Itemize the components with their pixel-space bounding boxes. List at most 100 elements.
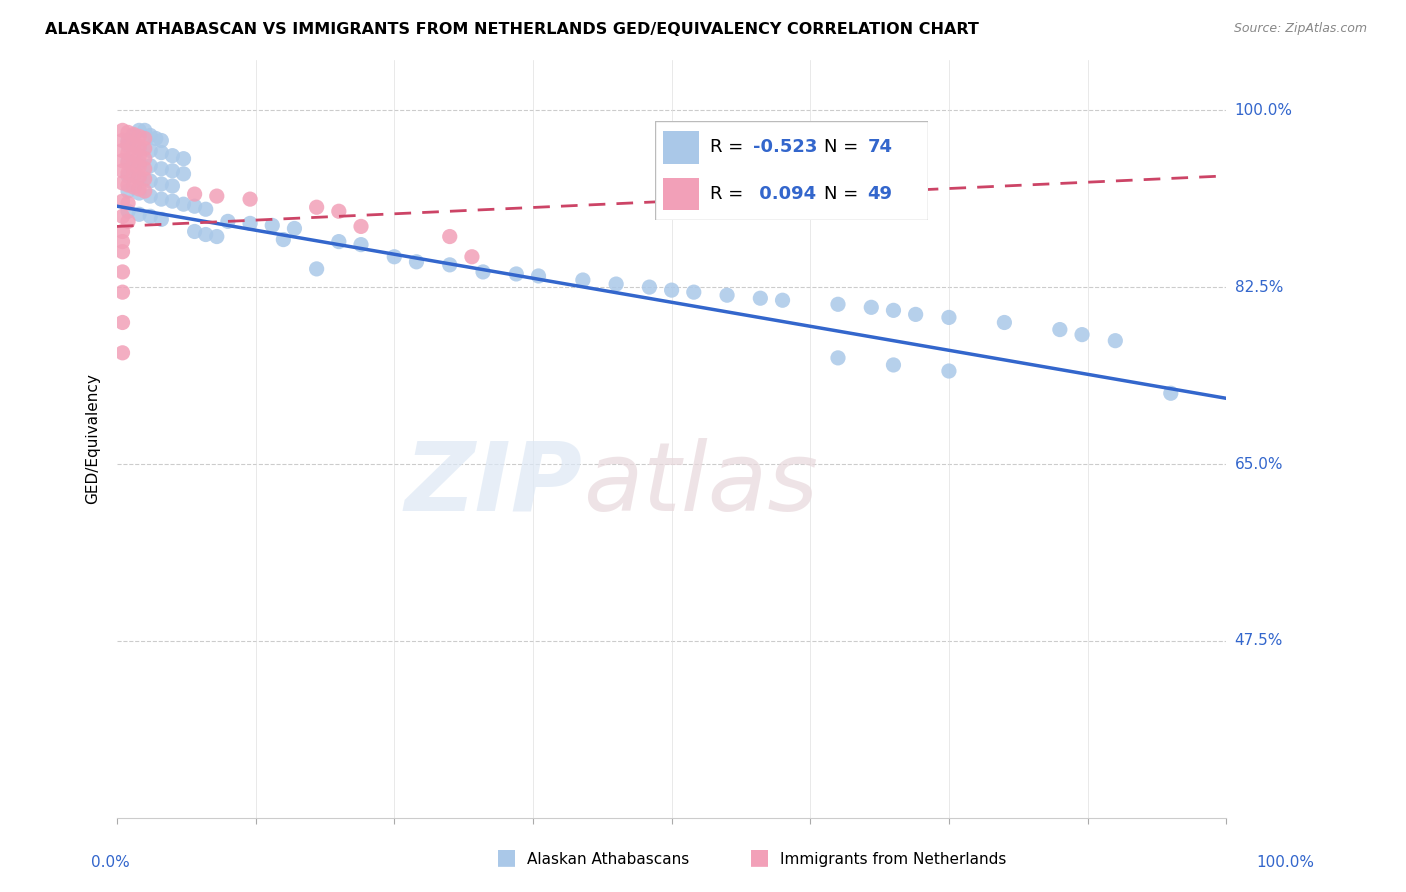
Point [122,180,145,194]
Text: atlas: atlas [583,438,818,531]
Point [117,153,139,168]
Point [111,153,134,168]
Point [117,155,139,169]
Point [117,145,139,160]
Point [128,172,150,186]
Point [305,200,328,214]
Point [117,166,139,180]
Point [505,267,527,281]
Text: 82.5%: 82.5% [1234,279,1282,294]
Point [134,123,156,137]
Point [328,235,350,249]
Point [262,219,284,233]
Point [117,184,139,198]
Point [605,277,627,291]
Point [283,221,305,235]
Point [117,138,139,153]
Point [128,123,150,137]
Point [162,164,184,178]
Text: Source: ZipAtlas.com: Source: ZipAtlas.com [1233,22,1367,36]
Point [661,283,683,297]
Point [111,244,134,259]
Point [128,155,150,169]
Point [122,128,145,143]
Point [439,258,461,272]
Point [205,189,228,203]
Point [139,174,162,188]
Point [145,131,167,145]
Text: Alaskan Athabascans: Alaskan Athabascans [527,852,689,867]
Point [139,159,162,173]
Point [128,129,150,144]
Point [993,316,1015,330]
Point [1160,386,1182,401]
Point [111,164,134,178]
Point [239,216,262,230]
Point [572,273,595,287]
Point [162,149,184,163]
Point [827,351,849,365]
Point [117,178,139,192]
Point [1104,334,1126,348]
Point [173,197,195,211]
Bar [664,178,699,211]
Point [162,179,184,194]
Point [938,364,960,378]
Point [305,261,328,276]
Point [111,235,134,249]
Point [134,152,156,166]
Point [827,297,849,311]
Point [111,194,134,209]
Point [111,123,134,137]
Point [527,268,550,283]
Point [117,214,139,228]
Point [134,161,156,176]
Text: N =: N = [824,138,865,156]
Point [117,196,139,211]
Point [162,194,184,209]
Point [117,133,139,147]
Point [682,285,704,300]
Text: 100.0%: 100.0% [1257,855,1315,870]
Point [194,202,217,217]
Point [217,214,239,228]
Point [150,133,173,147]
Point [111,265,134,279]
Point [128,169,150,184]
Point [882,358,904,372]
Point [122,147,145,161]
Point [461,250,484,264]
Text: 65.0%: 65.0% [1234,457,1284,472]
Point [205,229,228,244]
Point [405,255,427,269]
Point [134,142,156,156]
Text: 74: 74 [868,138,893,156]
Point [134,184,156,198]
Point [273,233,295,247]
Point [749,291,772,305]
Text: R =: R = [710,138,748,156]
Point [128,150,150,164]
Text: ALASKAN ATHABASCAN VS IMMIGRANTS FROM NETHERLANDS GED/EQUIVALENCY CORRELATION CH: ALASKAN ATHABASCAN VS IMMIGRANTS FROM NE… [45,22,979,37]
Point [122,137,145,152]
Text: 49: 49 [868,185,893,203]
Text: Immigrants from Netherlands: Immigrants from Netherlands [780,852,1007,867]
Point [938,310,960,325]
Point [183,199,205,213]
Point [194,227,217,242]
Point [150,177,173,191]
Point [111,133,134,147]
Point [150,192,173,206]
Point [111,144,134,158]
Text: N =: N = [824,185,865,203]
Point [183,225,205,239]
Point [439,229,461,244]
Point [139,189,162,203]
Point [150,212,173,227]
Point [382,250,405,264]
FancyBboxPatch shape [655,120,928,220]
Point [328,204,350,219]
Point [882,303,904,318]
Bar [664,131,699,163]
Point [111,316,134,330]
